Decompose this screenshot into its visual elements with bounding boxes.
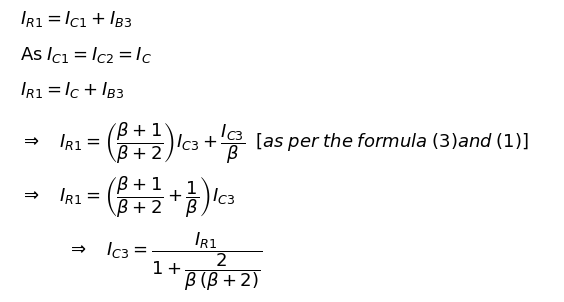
Text: $I_{R1} = I_C + I_{B3}$: $I_{R1} = I_C + I_{B3}$: [20, 80, 125, 100]
Text: $I_{R1} = I_{C1} + I_{B3}$: $I_{R1} = I_{C1} + I_{B3}$: [20, 9, 133, 29]
Text: $\Rightarrow\quad I_{R1} = \left(\dfrac{\beta+1}{\beta+2}\right)I_{C3} + \dfrac{: $\Rightarrow\quad I_{R1} = \left(\dfrac{…: [20, 120, 529, 166]
Text: $\Rightarrow\quad I_{R1} = \left(\dfrac{\beta+1}{\beta+2} + \dfrac{1}{\beta}\rig: $\Rightarrow\quad I_{R1} = \left(\dfrac{…: [20, 174, 235, 220]
Text: $\Rightarrow\quad I_{C3} = \dfrac{I_{R1}}{1+\dfrac{2}{\beta\,(\beta+2)}}$: $\Rightarrow\quad I_{C3} = \dfrac{I_{R1}…: [68, 231, 263, 293]
Text: $\mathrm{As}\; I_{C1} = I_{C2} = I_C$: $\mathrm{As}\; I_{C1} = I_{C2} = I_C$: [20, 45, 152, 65]
